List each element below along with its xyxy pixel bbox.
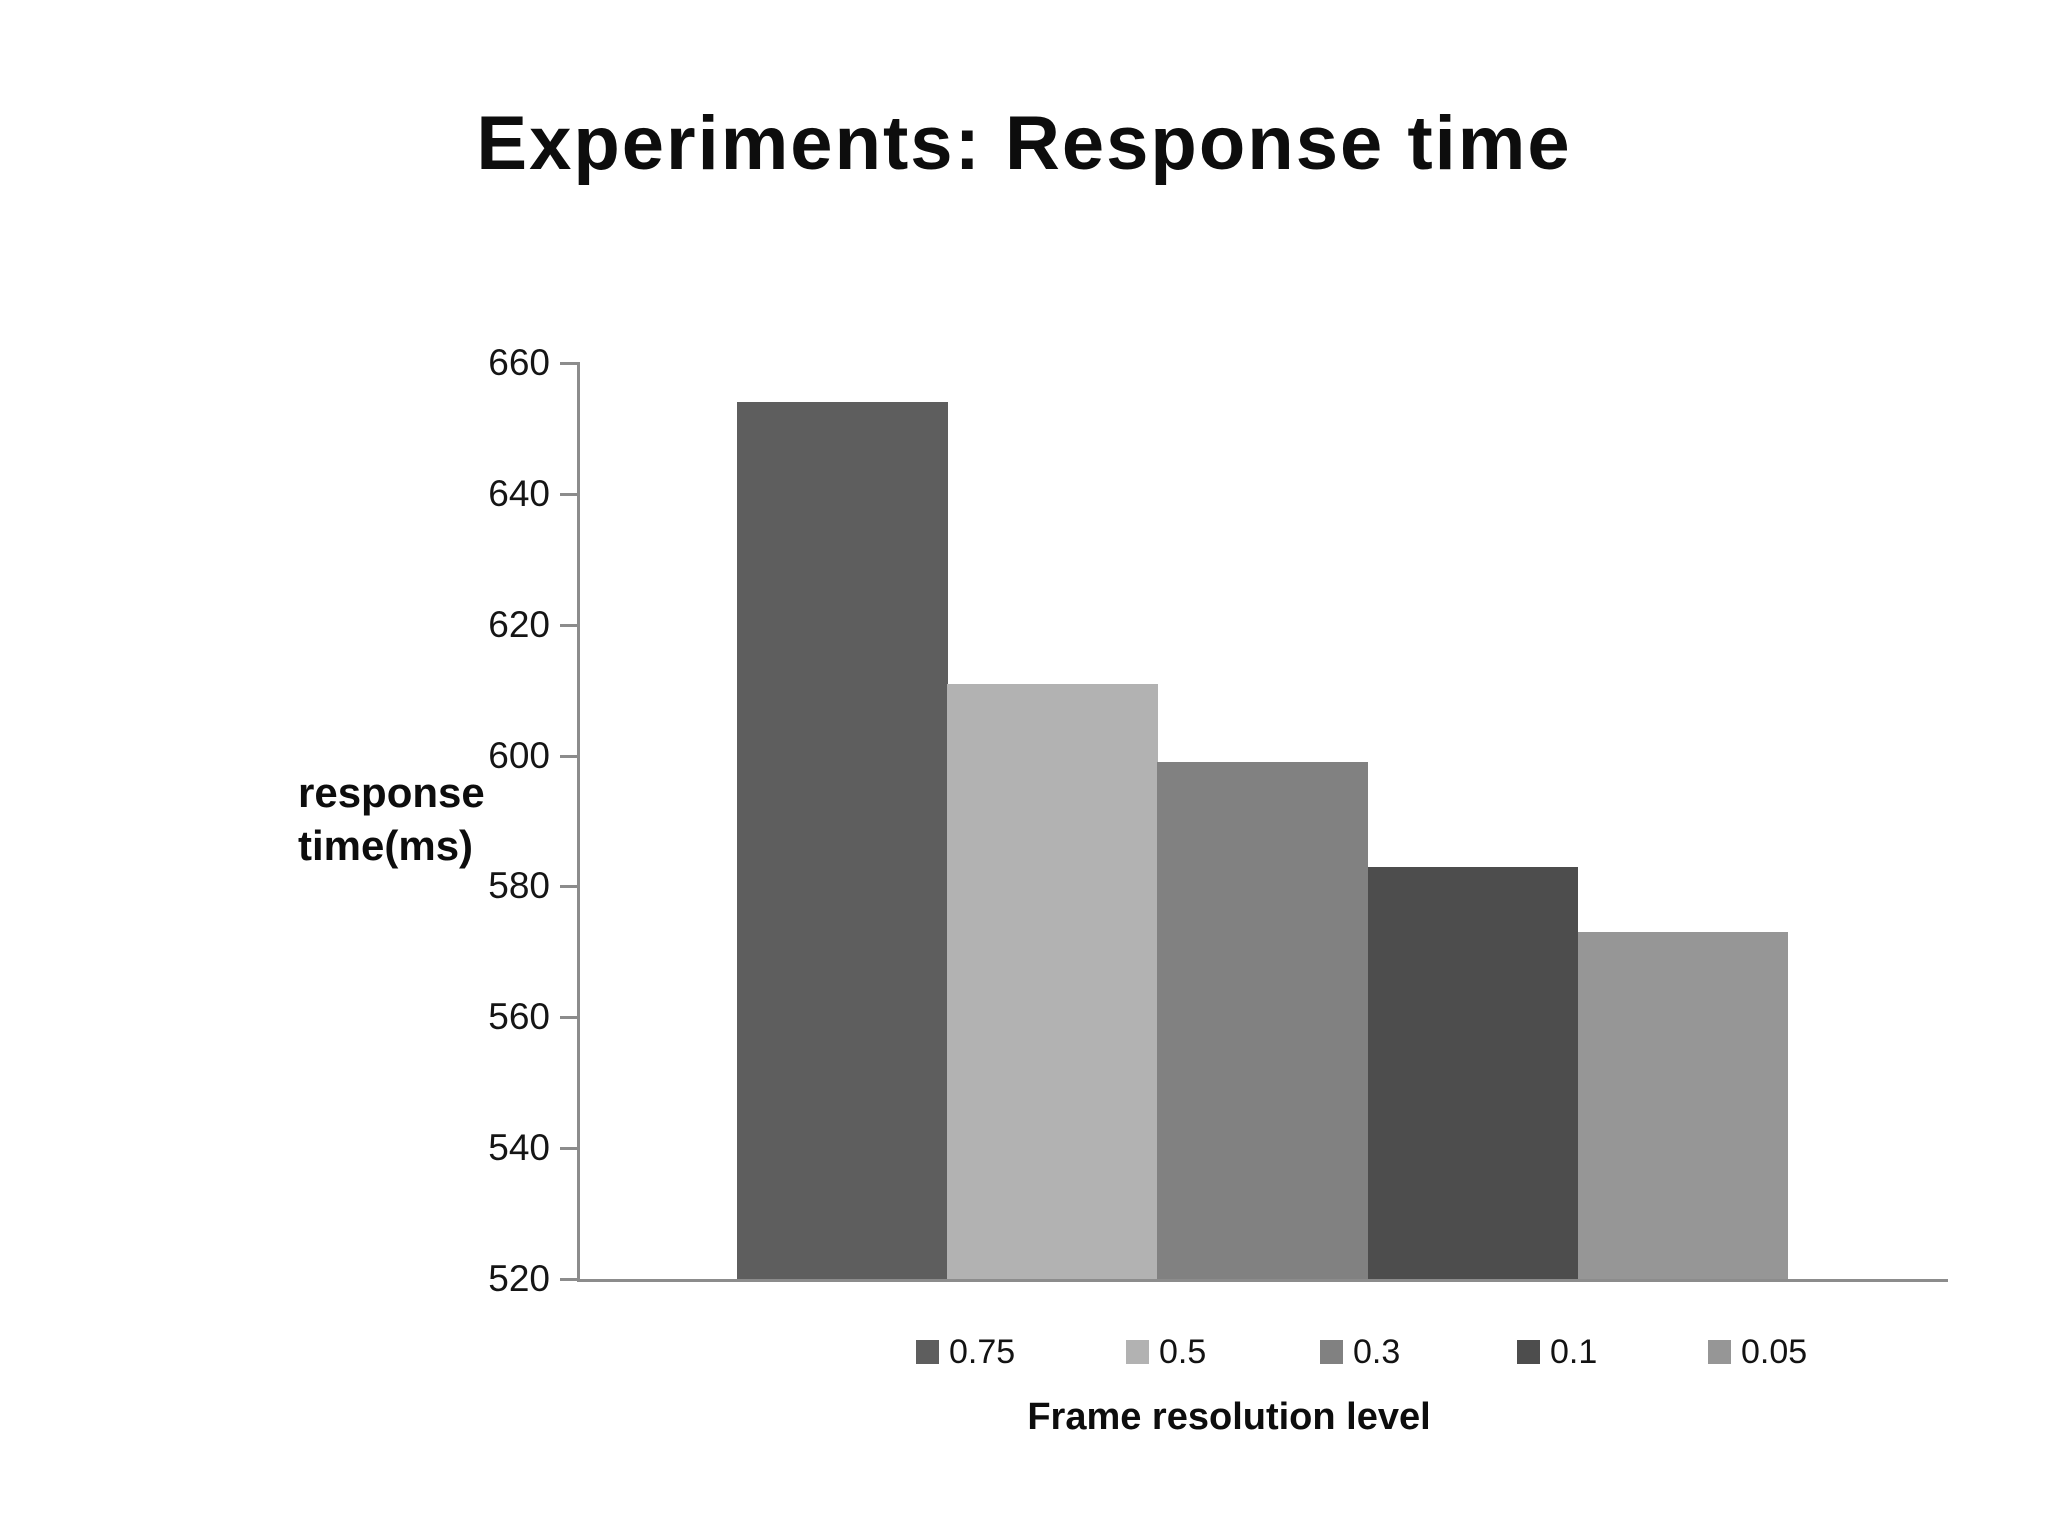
y-axis-title: response time(ms) [298, 766, 578, 872]
x-axis-line [577, 1279, 1948, 1282]
bar-0.05 [1577, 932, 1789, 1279]
y-tick-mark [560, 492, 577, 496]
legend-item: 0.5 [1126, 1330, 1206, 1374]
legend-label: 0.75 [949, 1333, 1016, 1371]
y-tick-label: 640 [488, 472, 550, 514]
legend-label: 0.1 [1550, 1333, 1598, 1371]
y-tick-mark [560, 362, 577, 365]
chart-title: Experiments: Response time [476, 101, 1572, 186]
y-tick-label: 540 [488, 1127, 550, 1169]
legend-item: 0.3 [1320, 1330, 1400, 1374]
legend-label: 0.5 [1159, 1333, 1207, 1371]
y-tick-label: 600 [488, 734, 550, 776]
x-axis-title: Frame resolution level [1027, 1396, 1431, 1438]
y-axis-title-line-2: time(ms) [298, 822, 474, 869]
legend-item: 0.1 [1517, 1330, 1597, 1374]
bar-0.75 [737, 402, 948, 1279]
legend-swatch-icon [1708, 1340, 1731, 1364]
y-axis-line [577, 362, 580, 1282]
y-tick-mark [560, 1147, 577, 1151]
y-tick-mark [560, 754, 577, 758]
legend-label: 0.05 [1741, 1333, 1808, 1371]
legend-swatch-icon [1517, 1340, 1540, 1364]
y-tick-mark [560, 1016, 577, 1020]
legend-item: 0.05 [1708, 1330, 1807, 1374]
y-tick-label: 560 [488, 996, 550, 1038]
legend-label: 0.3 [1353, 1333, 1401, 1371]
y-tick-mark [560, 623, 577, 627]
legend-item: 0.75 [916, 1330, 1015, 1374]
legend-swatch-icon [1320, 1340, 1343, 1364]
bar-0.5 [947, 683, 1158, 1279]
y-tick-label: 620 [488, 603, 550, 645]
bar-0.1 [1367, 866, 1579, 1279]
y-tick-label: 580 [488, 865, 550, 907]
y-axis-title-line-1: response [298, 769, 485, 816]
legend-swatch-icon [916, 1340, 939, 1364]
legend-swatch-icon [1126, 1340, 1149, 1364]
y-tick-mark [560, 885, 577, 889]
y-tick-label: 660 [488, 342, 550, 383]
y-tick-label: 520 [488, 1258, 550, 1299]
bar-0.3 [1157, 762, 1369, 1279]
y-tick-mark [560, 1278, 577, 1281]
